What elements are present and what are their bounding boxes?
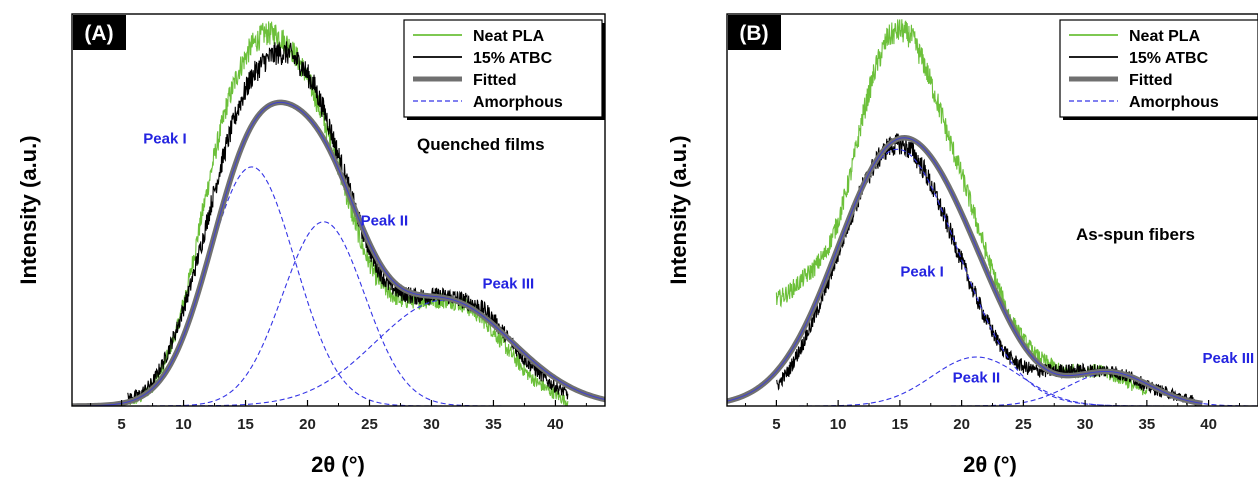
x-tick-label: 20 (299, 416, 316, 433)
legend-label: 15% ATBC (1129, 50, 1209, 67)
legend-label: Neat PLA (1129, 28, 1201, 45)
legend-label: Fitted (473, 72, 517, 89)
x-tick-label: 40 (1200, 416, 1217, 433)
y-axis-label: Intensity (a.u.) (16, 135, 41, 284)
peak-label: Peak III (1203, 350, 1255, 367)
x-tick-label: 30 (423, 416, 440, 433)
x-tick-label: 5 (117, 416, 125, 433)
panel-b: 5 10 15 20 25 30 35 40 Intensity (a.u.) 2θ (°) (B)… (666, 13, 1258, 477)
peak-label: Peak II (361, 213, 409, 230)
x-tick-label: 35 (485, 416, 502, 433)
panel-tag: (B) (739, 22, 768, 45)
x-tick-label: 10 (830, 416, 847, 433)
peak-label: Peak III (482, 275, 534, 292)
x-tick-label: 15 (892, 416, 909, 433)
panel-annotation: As-spun fibers (1076, 225, 1195, 244)
x-tick-label: 30 (1077, 416, 1094, 433)
x-tick-label: 35 (1139, 416, 1156, 433)
panel-tag-background (73, 15, 126, 50)
x-tick-label: 40 (547, 416, 564, 433)
y-axis-label: Intensity (a.u.) (666, 135, 691, 284)
series-fitted-inner-line (727, 137, 1203, 404)
x-tick-label: 25 (1015, 416, 1032, 433)
legend-label: Amorphous (1129, 94, 1219, 111)
legend-label: 15% ATBC (473, 50, 553, 67)
peak-label: Peak II (953, 369, 1001, 386)
amorphous-component-2 (72, 221, 605, 406)
x-axis-label: 2θ (°) (963, 452, 1017, 477)
peak-label: Peak I (143, 130, 186, 147)
legend: Neat PLA 15% ATBC Fitted Amorphous (403, 19, 605, 120)
legend-label: Fitted (1129, 72, 1173, 89)
legend: Neat PLA 15% ATBC Fitted Amorphous (1059, 19, 1258, 120)
panel-annotation: Quenched films (417, 135, 545, 154)
legend-label: Amorphous (473, 94, 563, 111)
panel-tag: (A) (84, 22, 113, 45)
x-tick-label: 10 (175, 416, 192, 433)
panel-tag-background (728, 15, 781, 50)
x-tick-label: 15 (237, 416, 254, 433)
x-tick-label: 20 (953, 416, 970, 433)
x-tick-label: 5 (772, 416, 780, 433)
x-tick-label: 25 (361, 416, 378, 433)
panel-a: 5 10 15 20 25 30 35 40 Intensity (a.u.) 2θ (°) (A)… (16, 13, 606, 477)
peak-label: Peak I (900, 264, 943, 281)
x-axis-label: 2θ (°) (311, 452, 365, 477)
legend-label: Neat PLA (473, 28, 545, 45)
series-fitted-inner-line (72, 101, 605, 406)
